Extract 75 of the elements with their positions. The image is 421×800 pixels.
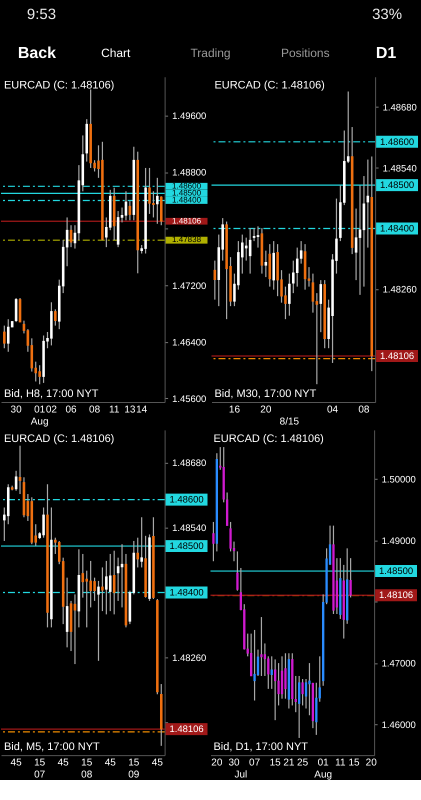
ref-line-label: 1.48600 — [172, 181, 202, 190]
x-tick-label: 20 — [366, 758, 378, 769]
text: Trading — [190, 46, 231, 60]
text: 33% — [372, 6, 402, 23]
y-tick-label: 1.47000 — [382, 658, 416, 670]
x-tick-label: 20 — [211, 758, 223, 769]
x-tick-label: 04 — [326, 404, 339, 416]
x-tick-label: 15 — [348, 758, 360, 769]
chart-title: EURCAD (C: 1.48106) — [4, 80, 114, 92]
ref-line-label: 1.48106 — [380, 351, 414, 362]
y-tick-label: 1.48800 — [172, 168, 206, 179]
text: Back — [18, 44, 56, 62]
x-tick-label: 01 Aug — [314, 758, 332, 781]
ref-line-label: 1.48400 — [169, 588, 204, 599]
ref-line-label: 1.48106 — [378, 590, 414, 602]
x-tick-label: 15 — [270, 758, 282, 769]
y-tick-label: 1.48680 — [172, 458, 206, 469]
ref-line-label: 1.48400 — [172, 195, 202, 204]
ref-line-label: 1.48106 — [172, 216, 202, 226]
x-tick-label: 45 — [58, 758, 70, 769]
ref-line-label: 1.48600 — [169, 494, 204, 506]
x-tick-label: 15 07 — [34, 758, 46, 781]
y-tick-label: 1.48260 — [382, 284, 417, 296]
x-tick-label: 45 — [152, 758, 164, 769]
x-tick-label: 08 — [89, 404, 101, 416]
x-tick-label: 21 — [283, 758, 295, 769]
chart-title: EURCAD (C: 1.48106) — [213, 432, 324, 445]
text: 9:53 — [26, 6, 56, 23]
text: Chart — [101, 46, 132, 60]
annotation: Bid, M5, 17:00 NYT — [4, 741, 100, 754]
y-tick-label: 1.48540 — [172, 522, 206, 534]
x-tick-label: Jul — [234, 770, 248, 781]
chart-title: EURCAD (C: 1.48106) — [4, 432, 114, 445]
y-tick-label: 1.50000 — [382, 474, 416, 486]
y-tick-label: 1.47200 — [172, 280, 206, 292]
y-tick-label: 1.49600 — [172, 111, 206, 122]
ref-line-label: 1.48500 — [378, 566, 414, 578]
x-tick-label: 16 — [228, 404, 240, 416]
chart-title: EURCAD (C: 1.48106) — [214, 80, 325, 92]
x-tick-label: 45 — [104, 758, 116, 769]
ref-line-label: 1.48500 — [380, 180, 414, 192]
x-tick-label: 13 — [124, 404, 136, 416]
ref-line-label: 1.48500 — [172, 188, 202, 198]
ref-line-label: 1.47838 — [172, 235, 202, 244]
text: D1 — [376, 44, 396, 62]
x-tick-label: 02 — [46, 404, 58, 416]
x-tick-label: 06 — [65, 404, 78, 416]
x-tick-label: 11 — [335, 758, 346, 769]
y-tick-label: 1.48540 — [382, 163, 417, 174]
y-tick-label: 1.46400 — [172, 337, 206, 348]
y-tick-label: 1.49000 — [382, 536, 416, 547]
y-tick-label: 1.45600 — [172, 394, 206, 405]
y-tick-label: 1.46000 — [382, 720, 416, 731]
x-tick-label: 11 — [109, 404, 120, 416]
x-tick-label: 15 09 — [128, 758, 140, 781]
x-tick-label: 20 — [260, 404, 272, 416]
x-tick-label: 08 — [358, 404, 370, 416]
x-tick-label: 45 — [10, 758, 22, 769]
x-tick-label: 15 08 — [81, 758, 93, 781]
text: Positions — [280, 46, 330, 60]
x-tick-label: 14 — [136, 404, 148, 416]
y-tick-label: 1.48680 — [382, 102, 417, 114]
x-tick-label: 07 — [249, 758, 261, 769]
y-tick-label: 1.48260 — [172, 653, 206, 664]
x-tick-label: 25 — [297, 758, 309, 769]
ref-line-label: 1.48106 — [169, 724, 204, 736]
ref-line-label: 1.48500 — [169, 541, 204, 552]
x-tick-label: 8/15 — [280, 416, 300, 428]
x-tick-label: 30 — [10, 404, 22, 416]
ref-line-label: 1.48600 — [380, 136, 414, 148]
annotation: Bid, M30, 17:00 NYT — [214, 388, 317, 400]
annotation: Bid, D1, 17:00 NYT — [213, 741, 308, 754]
x-tick-label: 30 — [228, 758, 240, 769]
annotation: Bid, H8, 17:00 NYT — [4, 388, 99, 400]
ref-line-label: 1.48400 — [380, 224, 414, 235]
